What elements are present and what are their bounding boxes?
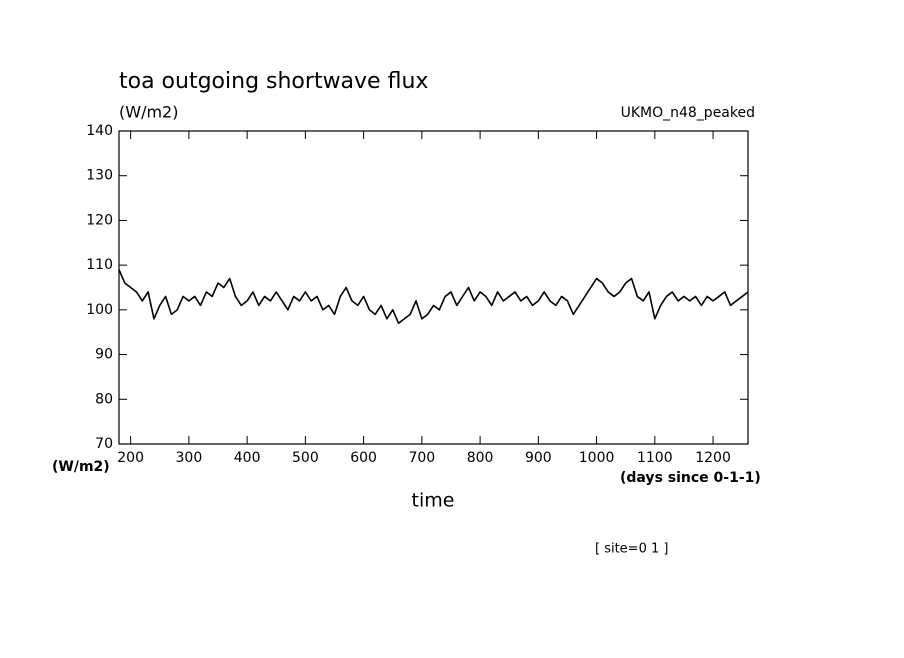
x-tick-label: 400 [234,450,261,466]
model-label: UKMO_n48_peaked [621,105,755,121]
x-tick-label: 700 [408,450,435,466]
y-axis-label: (W/m2) [52,459,110,475]
x-tick-label: 300 [176,450,203,466]
y-tick-label: 80 [95,391,113,407]
x-tick-label: 500 [292,450,319,466]
y-tick-label: 130 [86,168,113,184]
y-tick-label: 70 [95,436,113,452]
y-tick-label: 140 [86,123,113,139]
chart-title: toa outgoing shortwave flux [119,69,428,94]
x-axis-label: time [412,490,455,512]
plot-frame [118,130,749,445]
y-tick-label: 120 [86,212,113,228]
units: (W/m2) [119,103,178,122]
data-line [118,269,749,325]
x-tick-label: 200 [117,450,144,466]
x-tick-label: 600 [350,450,377,466]
x-tick-label: 1100 [637,450,673,466]
x-tick-label: 1000 [579,450,615,466]
y-tick-label: 100 [86,302,113,318]
y-tick-label: 90 [95,347,113,363]
x-tick-label: 800 [467,450,494,466]
y-tick-label: 110 [86,257,113,273]
annotation: [ site=0 1 ] [595,542,668,557]
x-units: (days since 0-1-1) [620,470,761,486]
x-tick-label: 1200 [695,450,731,466]
x-tick-label: 900 [525,450,552,466]
